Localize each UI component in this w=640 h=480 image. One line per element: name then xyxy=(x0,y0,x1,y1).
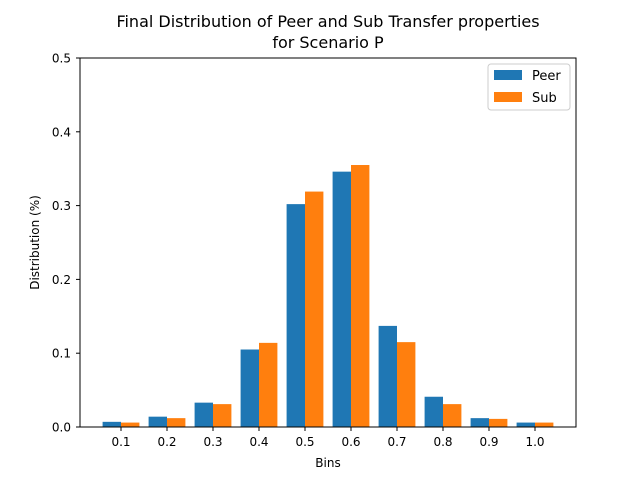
y-axis-ticks: 0.0 0.1 0.2 0.3 0.4 0.5 xyxy=(52,52,80,435)
y-tick-label: 0.5 xyxy=(52,52,71,66)
bar-sub-0.8 xyxy=(443,404,462,427)
x-tick-label: 0.5 xyxy=(295,435,314,449)
x-tick-label: 0.7 xyxy=(387,435,406,449)
bar-peer-0.6 xyxy=(332,171,351,427)
x-tick-label: 0.4 xyxy=(249,435,268,449)
x-tick-label: 0.2 xyxy=(157,435,176,449)
bar-sub-0.5 xyxy=(305,191,324,427)
y-axis-label: Distribution (%) xyxy=(28,195,42,290)
bars-group xyxy=(102,165,554,427)
bar-sub-0.4 xyxy=(259,342,278,427)
x-tick-label: 0.6 xyxy=(341,435,360,449)
x-tick-label: 0.9 xyxy=(479,435,498,449)
y-tick-label: 0.1 xyxy=(52,347,71,361)
bar-sub-0.7 xyxy=(397,342,416,427)
legend-swatch-sub xyxy=(494,92,522,102)
bar-sub-0.9 xyxy=(489,418,508,427)
x-axis-ticks: 0.1 0.2 0.3 0.4 0.5 0.6 0.7 0.8 0.9 1.0 xyxy=(111,427,545,449)
bar-peer-0.8 xyxy=(424,396,443,427)
x-tick-label: 0.1 xyxy=(111,435,130,449)
bar-peer-1.0 xyxy=(516,422,535,427)
y-tick-label: 0.2 xyxy=(52,273,71,287)
y-tick-label: 0.3 xyxy=(52,199,71,213)
chart-subtitle: for Scenario P xyxy=(272,33,384,52)
x-axis-label: Bins xyxy=(315,456,340,470)
legend-label-sub: Sub xyxy=(532,91,557,106)
bar-sub-0.2 xyxy=(167,418,186,427)
bar-sub-1.0 xyxy=(535,422,554,427)
bar-peer-0.7 xyxy=(378,325,397,427)
bar-sub-0.1 xyxy=(121,422,140,427)
bar-peer-0.9 xyxy=(470,418,489,427)
x-tick-label: 0.8 xyxy=(433,435,452,449)
x-tick-label: 0.3 xyxy=(203,435,222,449)
x-tick-label: 1.0 xyxy=(525,435,544,449)
legend: Peer Sub xyxy=(487,63,571,111)
y-tick-label: 0.4 xyxy=(52,125,71,139)
bar-peer-0.5 xyxy=(286,204,305,427)
bar-peer-0.2 xyxy=(148,416,167,427)
bar-peer-0.3 xyxy=(194,402,213,427)
y-tick-label: 0.0 xyxy=(52,421,71,435)
legend-swatch-peer xyxy=(494,70,522,80)
legend-label-peer: Peer xyxy=(532,69,561,84)
bar-sub-0.3 xyxy=(213,404,232,427)
bar-peer-0.4 xyxy=(240,349,259,427)
chart-title: Final Distribution of Peer and Sub Trans… xyxy=(116,12,539,31)
plot-frame xyxy=(79,57,577,428)
bar-peer-0.1 xyxy=(102,421,121,427)
bar-sub-0.6 xyxy=(351,165,370,427)
